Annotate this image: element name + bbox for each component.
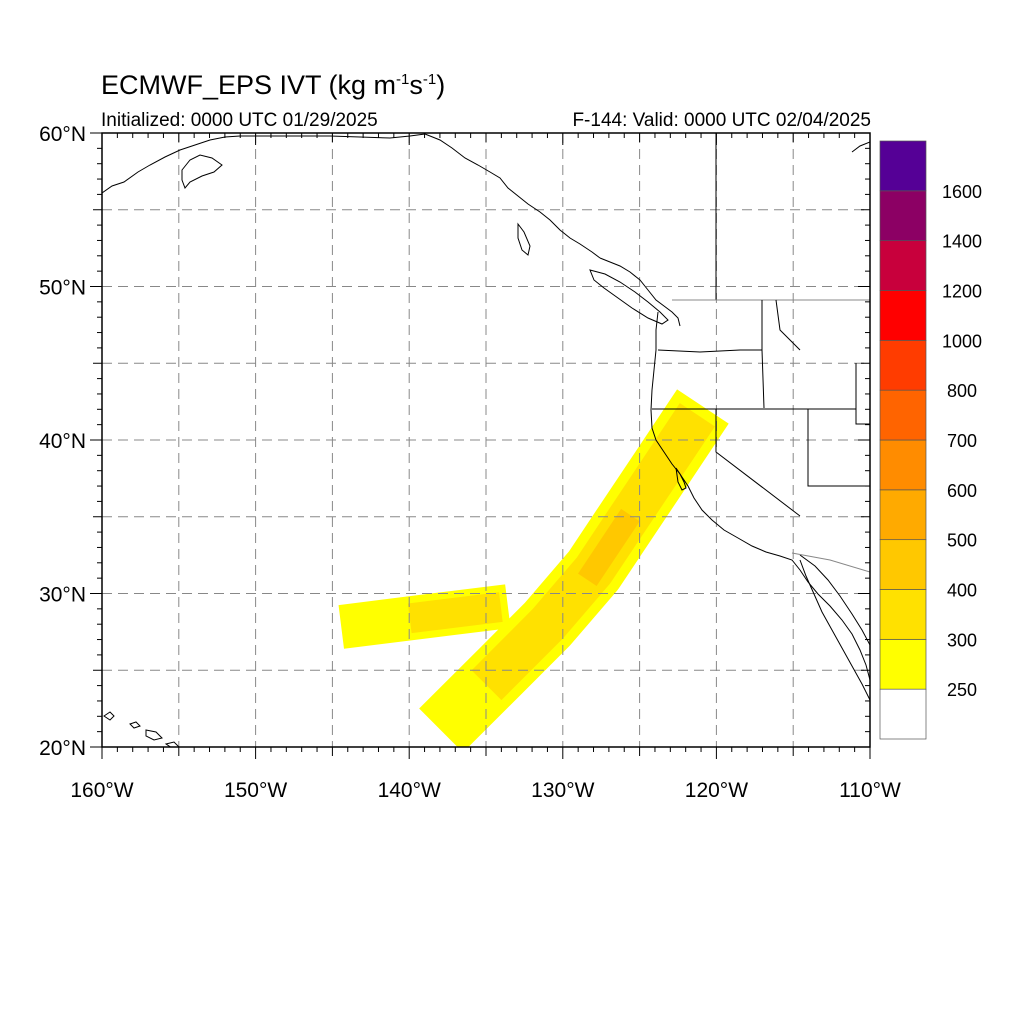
axis-labels: 60°N 50°N 40°N 30°N 20°N 160°W 150°W 140°W 130°W… [39,123,901,802]
coastlines [102,133,870,747]
lon-tick-label: 110°W [839,779,901,802]
lon-tick-label: 130°W [531,779,594,802]
lon-tick-label: 120°W [685,779,748,802]
colorbar-label: 1400 [942,232,982,252]
bc-coastline [599,257,681,327]
lat-tick-label: 50°N [39,277,86,300]
sf-bay [675,467,687,491]
colorbar-swatch [879,290,927,341]
us-mexico-border [791,552,870,573]
colorbar-label: 800 [947,381,977,401]
lon-tick-label: 160°W [70,779,133,802]
colorbar-label: 1600 [942,182,982,202]
ivt-contour-band [407,592,503,634]
colorbar-swatch [879,589,927,640]
hawaii-island [103,711,115,721]
lon-tick-label: 150°W [224,779,287,802]
baja-gulf-coast [799,559,870,701]
lat-tick-label: 20°N [39,737,86,760]
colorbar-swatch [879,339,927,391]
montana-border [775,299,801,351]
nevada-utah-border [807,409,870,487]
map-title: ECMWF_EPS IVT (kg m-1s-1) [101,70,446,100]
lat-tick-label: 60°N [39,123,86,146]
axis-ticks [90,132,871,759]
hawaii-island [129,721,141,729]
colorbar-swatch [879,140,927,192]
colorbar-swatch [879,688,927,740]
ivt-shading [338,389,729,747]
us-west-coastline [650,311,870,681]
colorbar-label: 500 [947,531,977,551]
ivt-contour-band [578,508,640,586]
kodiak-island [181,154,223,189]
colorbar: 250 300 400 500 600 700 800 1000 1200 1400 1600 [879,140,982,740]
valid-time: F-144: Valid: 0000 UTC 02/04/2025 [572,110,871,131]
lon-tick-label: 140°W [378,779,441,802]
haida-gwaii [517,222,531,256]
mexico-mainland-coast [799,554,870,646]
colorbar-swatch [879,539,927,590]
alaska-coastline [102,133,426,194]
idaho-border [761,300,765,409]
colorbar-label: 1000 [942,331,982,351]
northern-coast [851,141,870,153]
washington-oregon-border [657,349,762,353]
colorbar-swatch [879,638,927,690]
colorbar-swatch [879,190,927,242]
hawaii-island [145,729,163,741]
california-nevada-border [715,409,801,517]
colorbar-label: 1200 [942,282,982,302]
colorbar-label: 300 [947,630,977,650]
colorbar-label: 700 [947,431,977,451]
colorbar-swatch [879,439,927,491]
colorbar-label: 250 [947,680,977,700]
initialized-time: Initialized: 0000 UTC 01/29/2025 [101,110,378,131]
vancouver-island [589,269,669,325]
graticule [102,133,870,747]
colorbar-swatch [879,389,927,441]
utah-border [855,363,870,425]
state-borders [652,133,870,573]
alaska-panhandle [424,133,601,259]
lat-tick-label: 40°N [39,430,86,453]
colorbar-label: 600 [947,481,977,501]
colorbar-swatch [879,240,927,291]
lat-tick-label: 30°N [39,584,86,607]
colorbar-label: 400 [947,581,977,601]
colorbar-swatch [879,489,927,541]
